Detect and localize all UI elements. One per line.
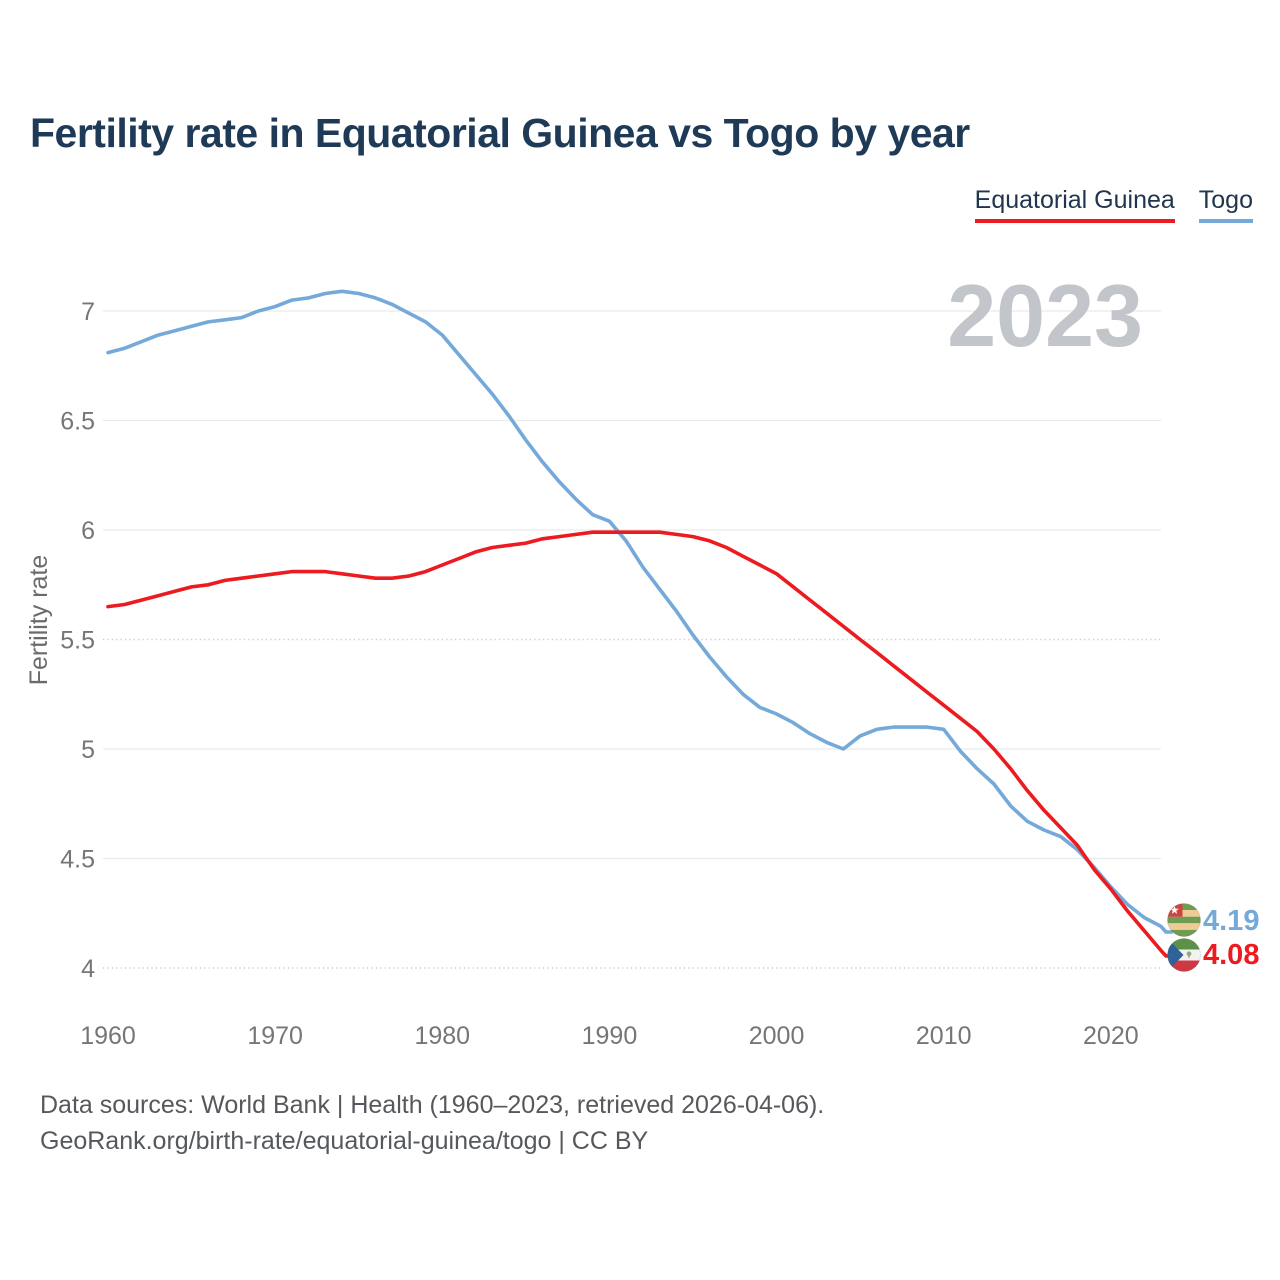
y-tick-label: 7 — [81, 298, 95, 326]
y-tick-label: 6.5 — [60, 408, 95, 436]
x-tick-label: 1960 — [80, 1022, 136, 1050]
y-tick-label: 5 — [81, 736, 95, 764]
gridlines — [103, 310, 1161, 969]
y-tick-label: 5.5 — [60, 627, 95, 655]
x-tick-label: 1970 — [247, 1022, 303, 1050]
legend-item-equatorial-guinea[interactable]: Equatorial Guinea — [974, 186, 1175, 223]
series-lines — [106, 289, 1174, 958]
x-tick-label: 2010 — [916, 1022, 972, 1050]
legend: Equatorial Guinea Togo — [974, 186, 1253, 223]
y-axis-tick-labels: 4 4.5 5 5.5 6 6.5 7 — [60, 298, 95, 983]
page-title: Fertility rate in Equatorial Guinea vs T… — [30, 110, 970, 156]
series-line-equatorial-guinea — [106, 530, 1174, 958]
x-tick-label: 1990 — [582, 1022, 638, 1050]
y-tick-label: 4 — [81, 955, 95, 983]
x-axis-tick-labels: 1960 1970 1980 1990 2000 2010 2020 — [80, 1022, 1138, 1050]
togo-flag-border — [1167, 903, 1201, 937]
x-tick-label: 2020 — [1083, 1022, 1139, 1050]
y-axis-title: Fertility rate — [25, 555, 53, 686]
equatorial-guinea-flag-icon — [1167, 938, 1201, 972]
equatorial-guinea-flag-border — [1167, 938, 1201, 972]
series-line-togo — [106, 289, 1174, 934]
y-tick-label: 4.5 — [60, 846, 95, 874]
x-tick-label: 2000 — [749, 1022, 805, 1050]
togo-end-value: 4.19 — [1203, 905, 1259, 937]
legend-item-togo[interactable]: Togo — [1198, 186, 1253, 223]
footer: Data sources: World Bank | Health (1960–… — [40, 1087, 824, 1159]
footer-attribution-line: GeoRank.org/birth-rate/equatorial-guinea… — [40, 1127, 649, 1155]
togo-flag-icon — [1167, 903, 1201, 937]
equatorial-guinea-end-value: 4.08 — [1203, 939, 1259, 971]
x-tick-label: 1980 — [414, 1022, 470, 1050]
watermark-year: 2023 — [947, 266, 1143, 365]
y-tick-label: 6 — [81, 517, 95, 545]
footer-sources-line: Data sources: World Bank | Health (1960–… — [40, 1091, 825, 1119]
